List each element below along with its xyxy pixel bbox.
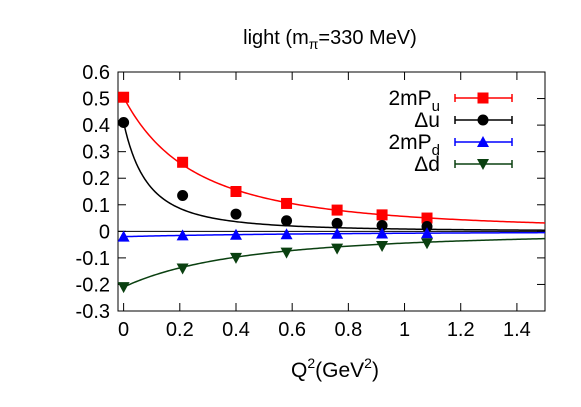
data-point-series-3: [280, 247, 293, 259]
x-tick-label: 1.2: [447, 319, 475, 341]
data-point-series-0: [281, 197, 293, 209]
data-marks: [117, 91, 434, 294]
data-point-series-0: [230, 186, 242, 197]
data-point-series-0: [376, 209, 388, 221]
data-point-series-2: [229, 228, 242, 240]
data-point-series-3: [421, 238, 434, 250]
data-point-series-2: [117, 230, 130, 242]
legend-marker-3: [477, 159, 489, 170]
data-point-series-1: [118, 116, 130, 128]
data-point-series-3: [331, 243, 344, 255]
x-tick-label: 0.4: [222, 319, 250, 341]
x-axis-label: Q2(GeV2): [291, 355, 379, 382]
y-tick-label: 0.3: [82, 142, 110, 164]
data-point-series-1: [421, 221, 433, 233]
legend-label-1: Δu: [414, 109, 440, 132]
data-point-series-1: [376, 219, 388, 231]
data-point-series-2: [421, 227, 434, 239]
plot-frame: [117, 71, 546, 312]
legend-marker-0: [477, 92, 489, 104]
data-point-series-1: [230, 208, 242, 220]
x-tick-label: 0: [118, 319, 129, 341]
data-point-series-3: [229, 252, 242, 264]
data-point-series-2: [376, 227, 389, 239]
legend-label-0: 2mPu: [388, 87, 440, 115]
legend-label-3: Δd: [414, 153, 440, 176]
y-tick-label: -0.1: [76, 248, 110, 270]
data-point-series-1: [331, 217, 343, 229]
x-tick-label: 1: [399, 319, 410, 341]
data-point-series-3: [176, 263, 189, 275]
y-tick-label: 0: [99, 221, 110, 243]
legend-marker-2: [477, 136, 489, 147]
data-point-series-0: [421, 212, 433, 224]
y-tick-label: 0.2: [82, 168, 110, 190]
data-point-series-2: [280, 228, 293, 240]
y-tick-label: -0.2: [76, 274, 110, 296]
x-tick-label: 1.4: [503, 319, 531, 341]
y-tick-label: 0.1: [82, 195, 110, 217]
data-point-series-2: [176, 229, 189, 241]
chart-title-subscript: π: [309, 36, 319, 52]
data-point-series-2: [331, 227, 344, 239]
axes: -0.3 -0.2 -0.1 0 0.1 0.2 0.3 0.4 0.5 0.6 0 0.2 0.4 0.…: [76, 62, 546, 341]
data-point-series-0: [177, 156, 189, 168]
legend-label-2: 2mPd: [388, 131, 440, 159]
y-tick-label: -0.3: [76, 301, 110, 323]
data-point-series-1: [281, 215, 293, 227]
x-tick-label: 0.6: [278, 319, 306, 341]
x-tick-label: 0.2: [166, 319, 194, 341]
data-point-series-1: [177, 189, 189, 201]
y-tick-label: 0.6: [82, 62, 110, 84]
data-point-series-3: [376, 240, 389, 252]
data-point-series-0: [331, 204, 343, 216]
y-tick-label: 0.5: [82, 89, 110, 111]
data-point-series-0: [118, 91, 130, 103]
data-point-series-3: [117, 282, 130, 294]
y-tick-label: 0.4: [82, 115, 110, 137]
legend-marker-1: [477, 114, 489, 126]
x-tick-label: 0.8: [334, 319, 362, 341]
chart-title: light (mπ=330 MeV): [243, 27, 417, 52]
